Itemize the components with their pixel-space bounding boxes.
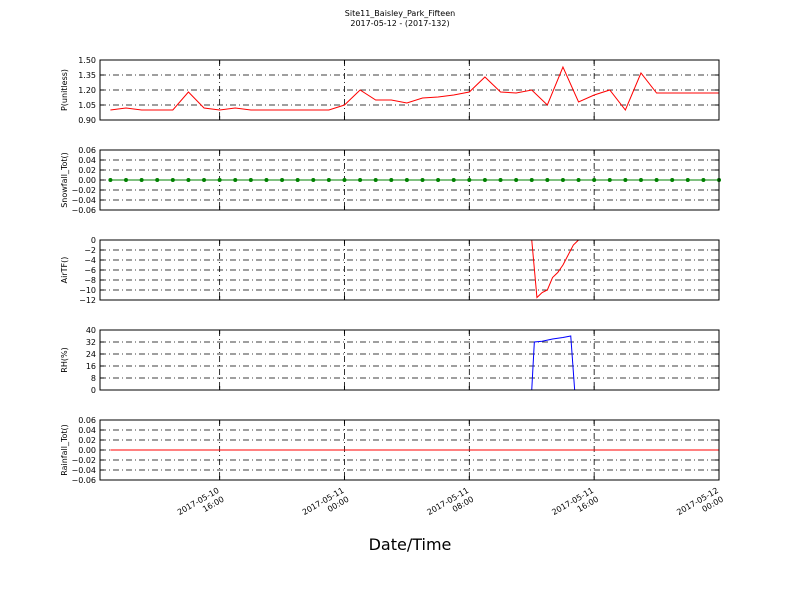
data-point — [545, 178, 550, 182]
y-tick-label: 0.02 — [78, 436, 96, 445]
plot-frame — [99, 419, 720, 481]
y-tick-label: 0.06 — [78, 416, 96, 425]
y-tick-label: −0.06 — [71, 206, 96, 215]
y-axis-label: Rainfall_Tot() — [60, 424, 69, 476]
y-tick-label: −0.06 — [71, 476, 96, 485]
y-tick-label: 1.05 — [78, 101, 96, 110]
y-tick-label: −12 — [79, 296, 96, 305]
y-tick-label: −0.02 — [71, 456, 96, 465]
data-point — [670, 178, 675, 182]
data-point — [560, 178, 565, 182]
data-point — [404, 178, 409, 182]
data-point — [467, 178, 472, 182]
y-tick-label: 0 — [91, 386, 96, 395]
data-point — [436, 178, 441, 182]
data-point — [170, 178, 175, 182]
y-tick-label: 32 — [86, 338, 96, 347]
y-tick-label: 0.04 — [78, 426, 96, 435]
data-line — [110, 65, 719, 111]
y-axis-label: P(unitless) — [60, 69, 69, 111]
plot-frame — [99, 329, 720, 391]
data-point — [389, 178, 394, 182]
data-point — [514, 178, 519, 182]
chart-title: Site11_Baisley_Park_Fifteen — [345, 9, 455, 18]
data-line — [100, 335, 719, 391]
y-axis-label: AirTF() — [60, 257, 69, 284]
data-point — [623, 178, 628, 182]
data-line — [531, 239, 579, 299]
plot-frame — [99, 239, 720, 301]
y-tick-label: 0.06 — [78, 146, 96, 155]
data-point — [124, 178, 129, 182]
data-point — [186, 178, 191, 182]
data-point — [280, 178, 285, 182]
data-point — [701, 178, 706, 182]
data-point — [358, 178, 363, 182]
data-point — [482, 178, 487, 182]
data-point — [248, 178, 253, 182]
y-tick-label: −6 — [84, 266, 96, 275]
y-tick-label: 8 — [91, 374, 96, 383]
y-tick-label: 0.02 — [78, 166, 96, 175]
data-point — [155, 178, 160, 182]
data-point — [529, 178, 534, 182]
data-point — [326, 178, 331, 182]
y-tick-label: 0.00 — [78, 176, 96, 185]
data-point — [233, 178, 238, 182]
plot-frame — [99, 149, 720, 211]
data-point — [685, 178, 690, 182]
y-tick-label: −0.04 — [71, 196, 96, 205]
plot-frame — [99, 59, 720, 121]
data-point — [498, 178, 503, 182]
data-point — [373, 178, 378, 182]
y-tick-label: 1.35 — [78, 71, 96, 80]
data-point — [139, 178, 144, 182]
data-point — [295, 178, 300, 182]
data-point — [576, 178, 581, 182]
y-axis-label: Snowfall_Tot() — [60, 152, 69, 208]
data-point — [342, 178, 347, 182]
y-axis-label: RH(%) — [60, 347, 69, 372]
y-tick-label: 40 — [86, 326, 96, 335]
y-tick-label: −2 — [84, 246, 96, 255]
data-point — [607, 178, 612, 182]
data-point — [420, 178, 425, 182]
y-tick-label: −10 — [79, 286, 96, 295]
y-tick-label: 24 — [86, 350, 96, 359]
y-tick-label: −0.02 — [71, 186, 96, 195]
data-point — [202, 178, 207, 182]
y-tick-label: −0.04 — [71, 466, 96, 475]
data-point — [654, 178, 659, 182]
y-tick-label: 16 — [86, 362, 96, 371]
y-tick-label: −4 — [84, 256, 96, 265]
y-tick-label: 0.90 — [78, 116, 96, 125]
x-axis-label: Date/Time — [369, 535, 452, 554]
data-point — [108, 178, 113, 182]
y-tick-label: −8 — [84, 276, 96, 285]
y-tick-label: 1.50 — [78, 56, 96, 65]
y-tick-label: 0.04 — [78, 156, 96, 165]
y-tick-label: 0 — [91, 236, 96, 245]
chart-subtitle: 2017-05-12 - (2017-132) — [350, 19, 449, 28]
data-point — [311, 178, 316, 182]
data-point — [217, 178, 222, 182]
y-tick-label: 0.00 — [78, 446, 96, 455]
data-point — [451, 178, 456, 182]
data-point — [592, 178, 597, 182]
data-point — [638, 178, 643, 182]
data-point — [264, 178, 269, 182]
y-tick-label: 1.20 — [78, 86, 96, 95]
